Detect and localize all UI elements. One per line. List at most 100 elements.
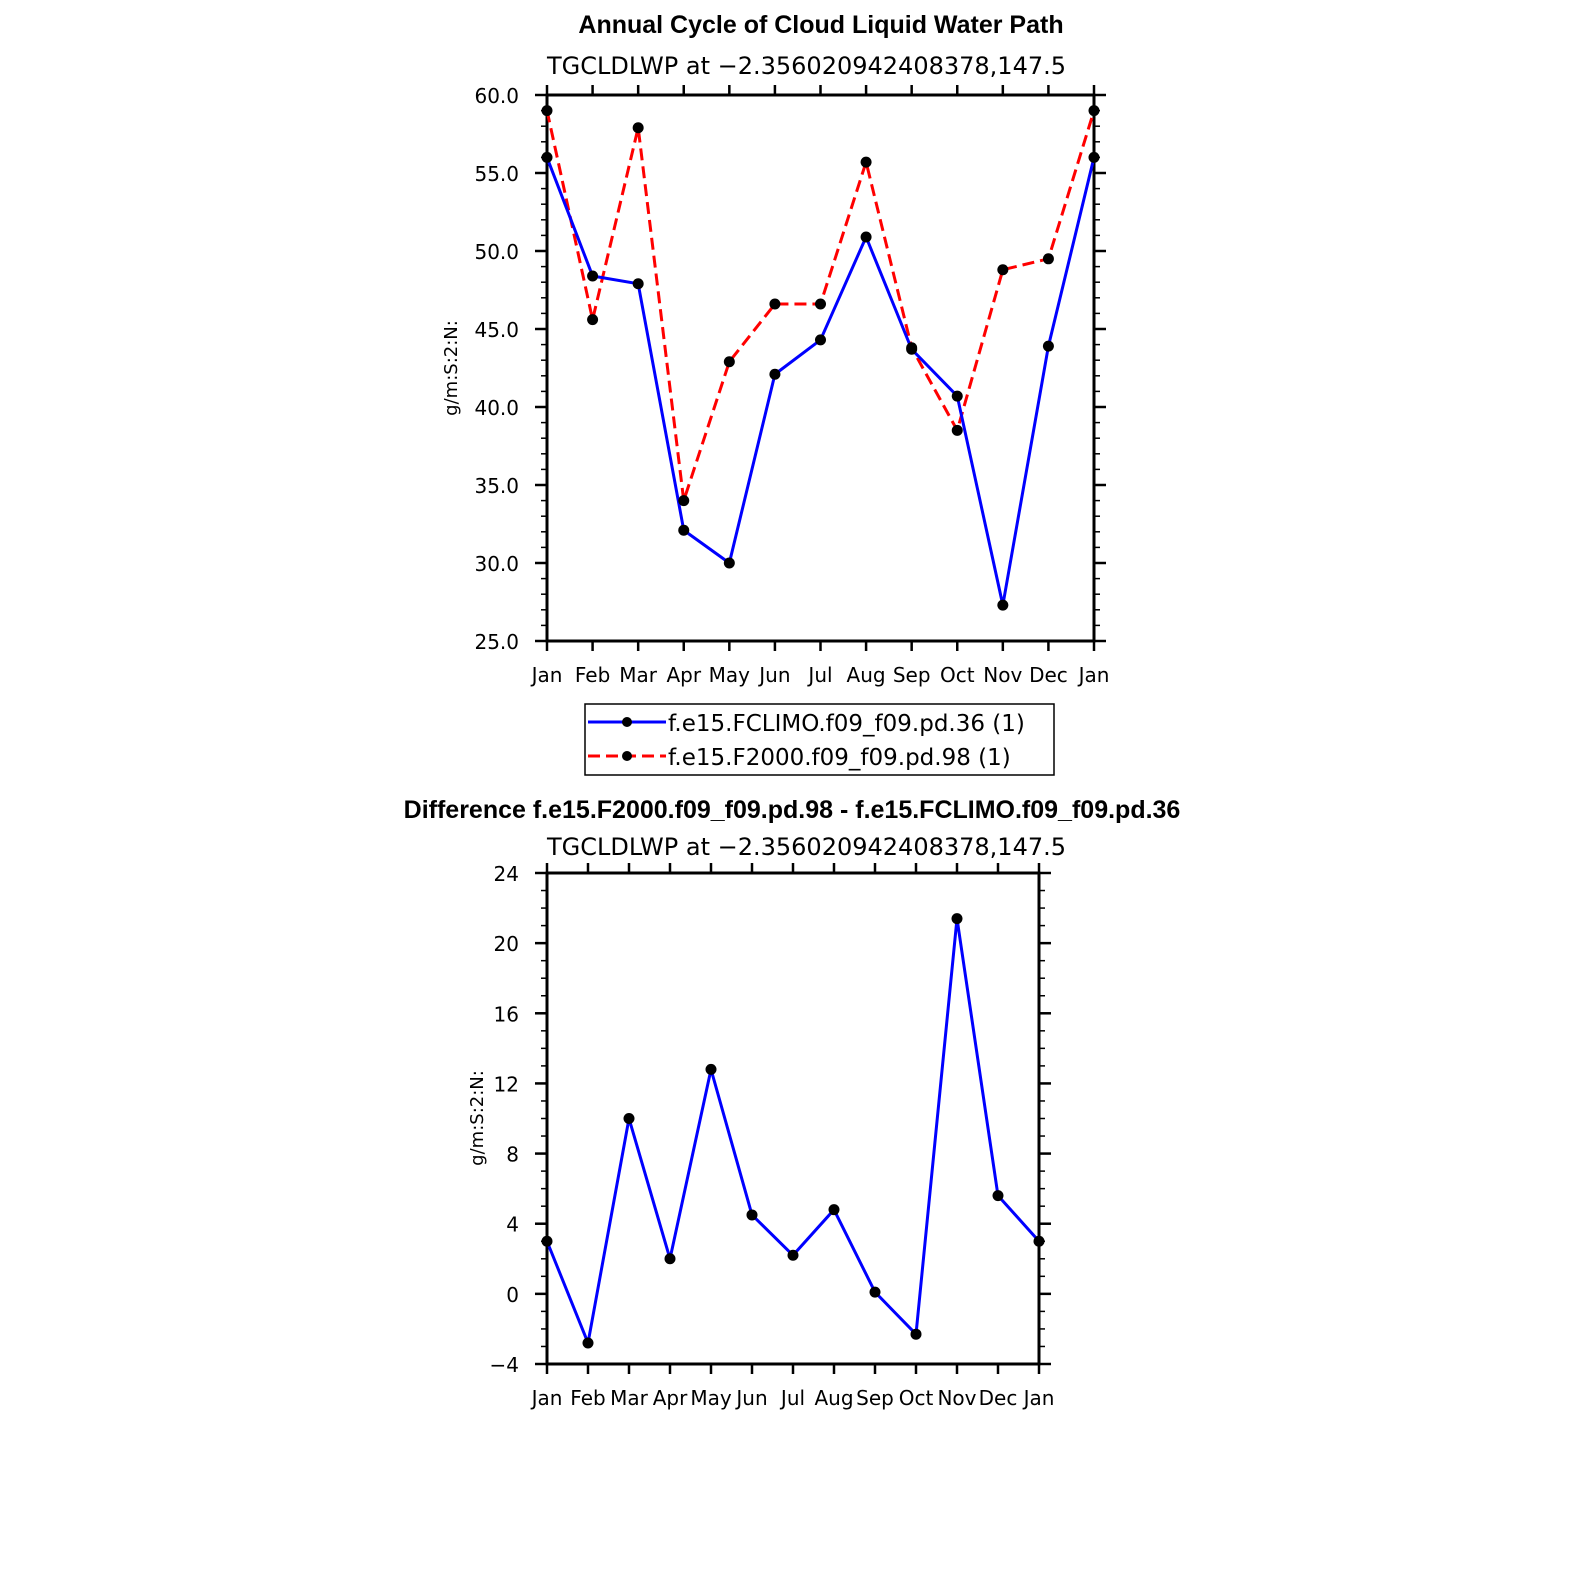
data-point — [541, 1235, 553, 1247]
x-tick-label: Oct — [940, 663, 975, 687]
data-point — [664, 1253, 676, 1265]
data-point — [582, 1337, 594, 1349]
series-line — [545, 156, 1096, 607]
x-tick-label: Jul — [779, 1386, 805, 1410]
x-tick-label: Jun — [734, 1386, 767, 1410]
x-tick-label: Mar — [610, 1386, 649, 1410]
x-tick-label: Feb — [575, 663, 610, 687]
data-point — [587, 270, 599, 282]
data-point — [1088, 151, 1100, 163]
legend-label-f2000: f.e15.F2000.f09_f09.pd.98 (1) — [668, 745, 1011, 771]
x-tick-label: Nov — [937, 1386, 976, 1410]
y-tick-label: 25.0 — [474, 630, 519, 654]
y-axis-label: g/m:S:2:N: — [467, 1070, 488, 1166]
chart-title: Annual Cycle of Cloud Liquid Water Path — [578, 11, 1063, 39]
data-point — [860, 231, 872, 243]
x-tick-label: Apr — [653, 1386, 688, 1410]
data-point — [723, 356, 735, 368]
y-tick-labels: 25.0 30.0 35.0 40.0 45.0 50.0 55.0 60.0 — [474, 84, 519, 654]
data-point — [678, 495, 690, 507]
data-point — [587, 314, 599, 326]
x-tick-label: Feb — [570, 1386, 605, 1410]
x-tick-label: Jan — [530, 1386, 563, 1410]
data-point — [723, 557, 735, 569]
y-tick-label: 55.0 — [474, 162, 519, 186]
legend: f.e15.FCLIMO.f09_f09.pd.36 (1) f.e15.F20… — [584, 703, 1055, 776]
data-point — [541, 151, 553, 163]
data-point — [951, 424, 963, 436]
data-point — [906, 343, 918, 355]
y-tick-label: 45.0 — [474, 318, 519, 342]
data-point — [769, 298, 781, 310]
data-point — [992, 1190, 1004, 1202]
data-point — [632, 278, 644, 290]
plot-frame — [545, 93, 1096, 643]
difference-chart: Difference f.e15.F2000.f09_f09.pd.98 - f… — [404, 796, 1181, 1410]
y-tick-label: 40.0 — [474, 396, 519, 420]
x-tick-label: Mar — [619, 663, 658, 687]
data-point — [869, 1286, 881, 1298]
data-point — [1042, 253, 1054, 265]
y-tick-label: 8 — [506, 1143, 519, 1167]
data-point — [997, 264, 1009, 276]
x-tick-label: May — [690, 1386, 732, 1410]
x-tick-label: Sep — [856, 1386, 894, 1410]
x-tick-label: Dec — [1029, 663, 1068, 687]
data-point — [951, 390, 963, 402]
y-tick-label: 20 — [494, 932, 519, 956]
y-tick-label: 16 — [494, 1002, 519, 1026]
x-tick-label: Jan — [1022, 1386, 1055, 1410]
data-point — [746, 1209, 758, 1221]
data-point — [623, 1113, 635, 1124]
x-tick-label: Jan — [530, 663, 563, 687]
x-tick-label: Sep — [893, 663, 931, 687]
y-tick-label: 60.0 — [474, 84, 519, 108]
legend-label-fclimo: f.e15.FCLIMO.f09_f09.pd.36 (1) — [668, 711, 1025, 737]
data-point — [632, 122, 644, 134]
y-tick-label: 4 — [506, 1213, 519, 1237]
x-tick-label: Oct — [899, 1386, 934, 1410]
x-tick-labels: Jan Feb Mar Apr May Jun Jul Aug Sep Oct Nov Dec Jan — [530, 663, 1110, 687]
chart-title: Difference f.e15.F2000.f09_f09.pd.98 - f… — [404, 796, 1181, 824]
x-tick-label: Jun — [757, 663, 790, 687]
y-axis-label: g/m:S:2:N: — [441, 320, 462, 416]
x-tick-label: Nov — [983, 663, 1022, 687]
axes-ticks — [535, 85, 1106, 651]
x-tick-label: Jan — [1077, 663, 1110, 687]
data-point — [769, 368, 781, 380]
data-point — [1042, 340, 1054, 352]
series-line — [545, 917, 1041, 1345]
x-tick-labels: Jan Feb Mar Apr May Jun Jul Aug Sep Oct Nov Dec Jan — [530, 1386, 1055, 1410]
legend-box — [584, 703, 1055, 776]
x-tick-label: Apr — [666, 663, 701, 687]
legend-entry-f2000: f.e15.F2000.f09_f09.pd.98 (1) — [588, 745, 1011, 771]
data-point — [910, 1328, 922, 1340]
data-point — [860, 156, 872, 168]
x-tick-label: Aug — [847, 663, 886, 687]
legend-marker-fclimo — [622, 717, 632, 727]
y-tick-label: 24 — [494, 862, 519, 886]
data-point — [705, 1063, 717, 1075]
chart-subtitle: TGCLDLWP at −2.356020942408378,147.5 — [546, 833, 1066, 861]
y-tick-labels: −4 0 4 8 12 16 20 24 — [490, 862, 519, 1377]
data-point — [678, 524, 690, 536]
x-tick-label: Jul — [806, 663, 832, 687]
series-group — [541, 105, 1100, 611]
plot-frame — [545, 871, 1041, 1366]
data-point — [951, 913, 963, 925]
legend-entry-fclimo: f.e15.FCLIMO.f09_f09.pd.36 (1) — [588, 711, 1025, 737]
y-tick-label: 30.0 — [474, 552, 519, 576]
data-point — [1088, 105, 1100, 117]
data-point — [541, 105, 553, 117]
y-tick-label: −4 — [490, 1353, 519, 1377]
axes-ticks — [535, 863, 1051, 1374]
x-tick-label: May — [709, 663, 751, 687]
data-point — [787, 1249, 799, 1261]
y-tick-label: 12 — [494, 1072, 519, 1096]
y-tick-label: 35.0 — [474, 474, 519, 498]
series-group — [541, 913, 1045, 1349]
annual-cycle-chart: Annual Cycle of Cloud Liquid Water Path … — [441, 11, 1110, 776]
y-tick-label: 0 — [506, 1283, 519, 1307]
x-tick-label: Dec — [979, 1386, 1018, 1410]
